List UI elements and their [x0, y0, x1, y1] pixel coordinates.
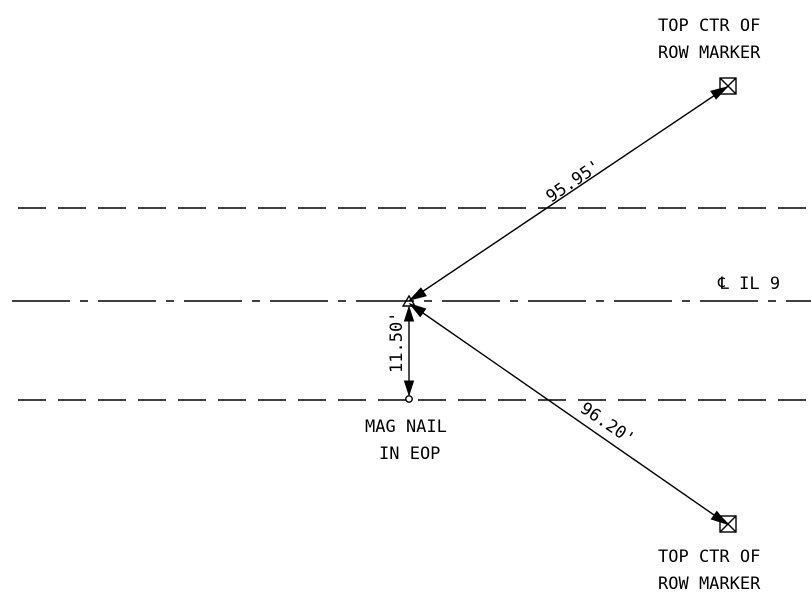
centerline-label: ℄ IL 9: [717, 274, 780, 294]
top-marker-label-line2: ROW MARKER: [658, 43, 761, 63]
arrowhead-icon: [408, 287, 427, 301]
dimension-text-bottom-marker: 96.20': [576, 399, 638, 450]
arrowhead-icon: [710, 510, 729, 525]
bottom-marker-label-line1: TOP CTR OF: [658, 547, 760, 567]
dimension-line-mag-nail: [403, 305, 415, 397]
arrowhead-icon: [408, 303, 427, 318]
mag-nail-label-line1: MAG NAIL: [365, 417, 447, 437]
dimension-line-top-marker: [408, 86, 729, 301]
mag-nail-label-line2: IN EOP: [379, 444, 440, 464]
top-marker-label-line1: TOP CTR OF: [658, 16, 760, 36]
mag-nail-icon: [405, 395, 413, 403]
bottom-marker-label-line2: ROW MARKER: [658, 574, 761, 594]
dimension-text-top-marker: 95.95': [543, 156, 605, 207]
arrowhead-icon: [710, 86, 729, 100]
arrowhead-icon: [403, 305, 415, 322]
dimension-line-bottom-marker: [408, 303, 729, 525]
arrowhead-icon: [403, 380, 415, 397]
dimension-text-mag-nail: 11.50': [387, 312, 407, 373]
